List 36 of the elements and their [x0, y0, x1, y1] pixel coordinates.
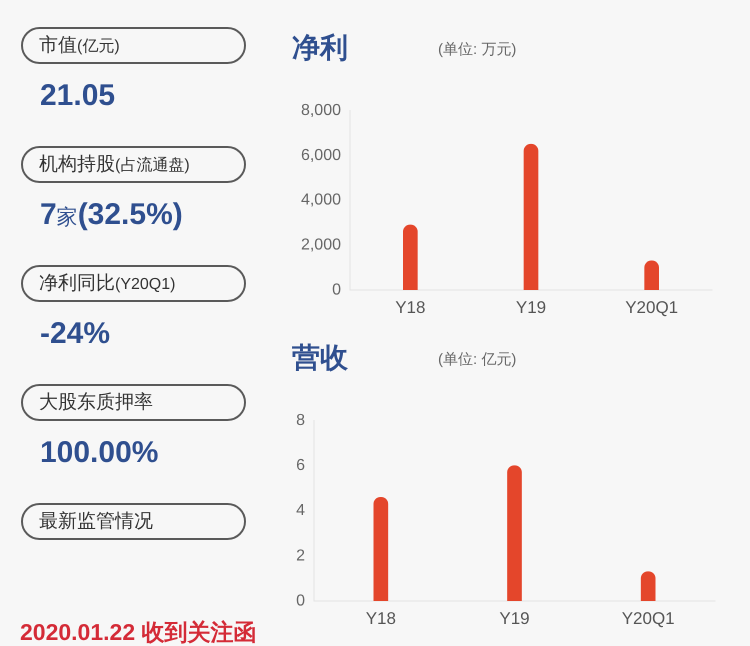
- bar: [640, 571, 656, 601]
- y-tick-label: 8: [296, 412, 306, 430]
- x-tick-label: Y19: [499, 608, 530, 628]
- x-tick-label: Y20Q1: [622, 608, 675, 628]
- bar: [507, 465, 522, 601]
- text: 最新监管情况: [39, 511, 153, 532]
- x-tick-label: Y18: [395, 298, 426, 317]
- chart-title: 营收: [292, 341, 348, 375]
- x-tick-label: Y20Q1: [625, 298, 678, 317]
- text: 2020.01.22 收到关注函: [20, 619, 257, 645]
- bar: [524, 144, 538, 290]
- text: 100.00%: [40, 436, 158, 469]
- y-tick-label: 4: [296, 502, 306, 520]
- y-tick-label: 2,000: [300, 236, 342, 254]
- y-tick-label: 4,000: [300, 192, 342, 209]
- x-tick-label: Y19: [516, 298, 546, 317]
- y-tick-label: 6,000: [300, 146, 342, 164]
- y-tick-label: 0: [332, 281, 342, 298]
- text: 大股东质押率: [39, 392, 153, 413]
- y-tick-label: 8,000: [300, 102, 342, 120]
- chart-subtitle: (单位: 万元): [438, 40, 516, 60]
- y-tick-label: 6: [296, 457, 306, 474]
- y-tick-label: 2: [296, 547, 306, 564]
- x-tick-label: Y18: [366, 608, 396, 628]
- y-tick-label: 0: [296, 592, 306, 610]
- bar: [374, 496, 388, 601]
- text: 机构持股(占流通盘): [39, 154, 190, 175]
- text: 21.05: [40, 79, 116, 112]
- text: -24%: [40, 317, 110, 350]
- text: 市值(亿元): [39, 35, 120, 56]
- bar: [403, 224, 418, 290]
- chart-title: 净利: [292, 31, 348, 65]
- bar: [644, 260, 659, 290]
- chart-subtitle: (单位: 亿元): [438, 350, 516, 370]
- text: 7家(32.5%): [40, 198, 183, 231]
- text: 净利同比(Y20Q1): [39, 273, 176, 294]
